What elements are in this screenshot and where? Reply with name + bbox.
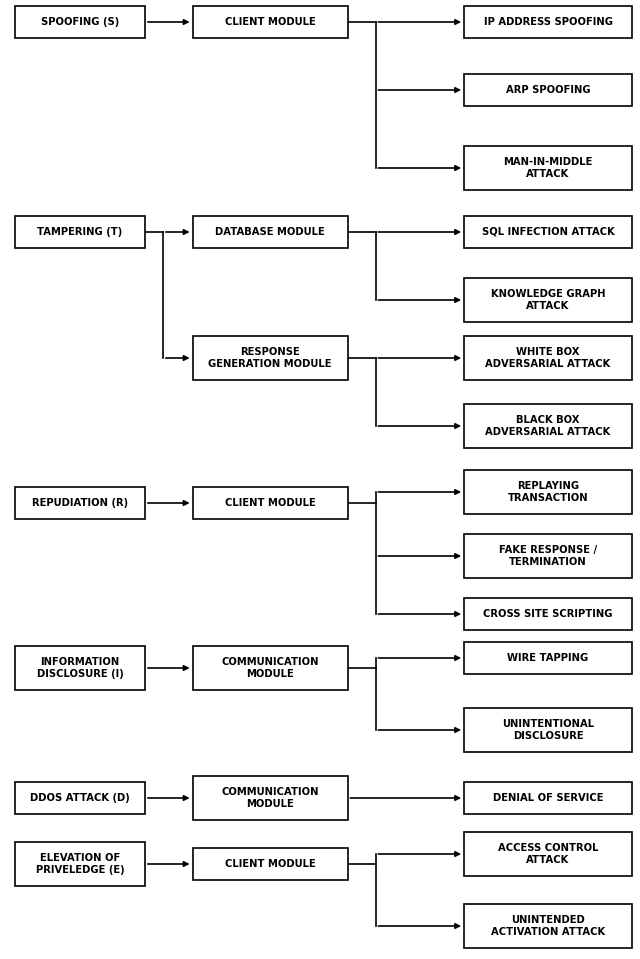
FancyBboxPatch shape [464, 782, 632, 814]
Text: MAN-IN-MIDDLE
ATTACK: MAN-IN-MIDDLE ATTACK [503, 157, 593, 178]
FancyBboxPatch shape [464, 534, 632, 578]
Text: RESPONSE
GENERATION MODULE: RESPONSE GENERATION MODULE [208, 347, 332, 369]
FancyBboxPatch shape [193, 487, 348, 519]
FancyBboxPatch shape [464, 404, 632, 448]
Text: CROSS SITE SCRIPTING: CROSS SITE SCRIPTING [483, 609, 612, 619]
FancyBboxPatch shape [193, 336, 348, 380]
Text: UNINTENDED
ACTIVATION ATTACK: UNINTENDED ACTIVATION ATTACK [491, 915, 605, 937]
Text: SQL INFECTION ATTACK: SQL INFECTION ATTACK [482, 227, 614, 237]
Text: TAMPERING (T): TAMPERING (T) [37, 227, 123, 237]
Text: WHITE BOX
ADVERSARIAL ATTACK: WHITE BOX ADVERSARIAL ATTACK [485, 347, 611, 369]
FancyBboxPatch shape [464, 708, 632, 752]
Text: WIRE TAPPING: WIRE TAPPING [508, 653, 589, 663]
FancyBboxPatch shape [15, 782, 145, 814]
Text: INFORMATION
DISCLOSURE (I): INFORMATION DISCLOSURE (I) [36, 657, 124, 679]
Text: IP ADDRESS SPOOFING: IP ADDRESS SPOOFING [483, 17, 612, 27]
FancyBboxPatch shape [15, 6, 145, 38]
Text: COMMUNICATION
MODULE: COMMUNICATION MODULE [221, 657, 319, 679]
FancyBboxPatch shape [193, 776, 348, 820]
Text: ACCESS CONTROL
ATTACK: ACCESS CONTROL ATTACK [498, 843, 598, 865]
Text: DENIAL OF SERVICE: DENIAL OF SERVICE [493, 793, 604, 803]
Text: DATABASE MODULE: DATABASE MODULE [215, 227, 325, 237]
FancyBboxPatch shape [15, 646, 145, 690]
FancyBboxPatch shape [15, 842, 145, 886]
FancyBboxPatch shape [464, 74, 632, 106]
Text: CLIENT MODULE: CLIENT MODULE [225, 859, 316, 869]
FancyBboxPatch shape [464, 832, 632, 876]
Text: ELEVATION OF
PRIVELEDGE (E): ELEVATION OF PRIVELEDGE (E) [36, 854, 124, 875]
Text: CLIENT MODULE: CLIENT MODULE [225, 17, 316, 27]
FancyBboxPatch shape [464, 470, 632, 514]
FancyBboxPatch shape [464, 216, 632, 248]
Text: FAKE RESPONSE /
TERMINATION: FAKE RESPONSE / TERMINATION [499, 546, 597, 567]
FancyBboxPatch shape [464, 598, 632, 630]
Text: COMMUNICATION
MODULE: COMMUNICATION MODULE [221, 787, 319, 808]
Text: BLACK BOX
ADVERSARIAL ATTACK: BLACK BOX ADVERSARIAL ATTACK [485, 415, 611, 436]
Text: UNINTENTIONAL
DISCLOSURE: UNINTENTIONAL DISCLOSURE [502, 719, 594, 740]
FancyBboxPatch shape [193, 216, 348, 248]
Text: KNOWLEDGE GRAPH
ATTACK: KNOWLEDGE GRAPH ATTACK [491, 290, 605, 311]
FancyBboxPatch shape [464, 6, 632, 38]
Text: REPLAYING
TRANSACTION: REPLAYING TRANSACTION [508, 481, 588, 503]
Text: CLIENT MODULE: CLIENT MODULE [225, 498, 316, 508]
FancyBboxPatch shape [193, 848, 348, 880]
Text: SPOOFING (S): SPOOFING (S) [41, 17, 119, 27]
FancyBboxPatch shape [193, 6, 348, 38]
Text: DDOS ATTACK (D): DDOS ATTACK (D) [30, 793, 130, 803]
Text: ARP SPOOFING: ARP SPOOFING [506, 85, 590, 95]
FancyBboxPatch shape [464, 904, 632, 948]
FancyBboxPatch shape [193, 646, 348, 690]
FancyBboxPatch shape [15, 487, 145, 519]
FancyBboxPatch shape [464, 336, 632, 380]
FancyBboxPatch shape [464, 146, 632, 190]
Text: REPUDIATION (R): REPUDIATION (R) [32, 498, 128, 508]
FancyBboxPatch shape [464, 642, 632, 674]
FancyBboxPatch shape [15, 216, 145, 248]
FancyBboxPatch shape [464, 278, 632, 322]
